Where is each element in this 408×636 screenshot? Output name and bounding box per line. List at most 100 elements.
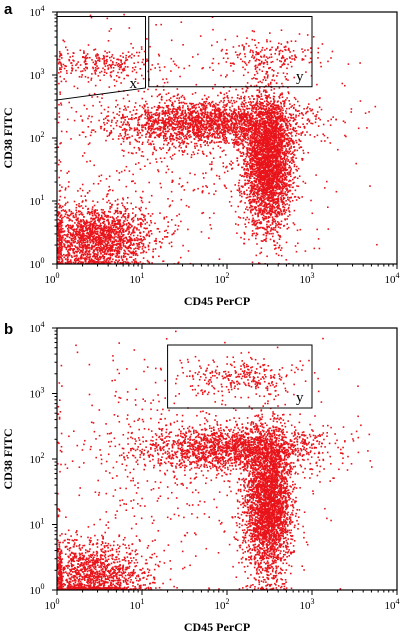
event-point: [282, 194, 285, 197]
event-point: [164, 230, 166, 232]
event-point: [270, 229, 272, 231]
event-point: [285, 209, 288, 211]
event-point: [93, 204, 96, 207]
event-point: [123, 252, 125, 254]
event-point: [91, 229, 94, 231]
event-point: [274, 107, 276, 109]
event-point: [264, 201, 267, 204]
event-point: [116, 219, 119, 221]
event-point: [122, 239, 124, 242]
event-point: [247, 172, 250, 175]
event-point: [253, 149, 256, 151]
event-point: [264, 211, 266, 214]
event-point: [86, 238, 88, 240]
event-point: [251, 198, 254, 201]
event-point: [247, 111, 249, 113]
event-point: [270, 146, 273, 149]
event-point: [142, 238, 145, 241]
event-point: [150, 221, 153, 224]
event-point: [129, 256, 131, 258]
event-point: [96, 224, 98, 227]
event-point: [79, 258, 81, 260]
event-point: [257, 190, 259, 192]
event-point: [287, 191, 289, 193]
event-point: [245, 169, 248, 171]
event-point: [68, 261, 70, 263]
event-point: [84, 253, 87, 256]
event-point: [267, 196, 269, 198]
event-point: [251, 261, 254, 264]
event-point: [281, 92, 283, 94]
event-point: [272, 168, 275, 171]
event-point: [118, 243, 120, 246]
event-point: [251, 188, 253, 191]
event-point: [177, 261, 180, 264]
event-point: [251, 149, 254, 151]
event-point: [96, 212, 98, 215]
event-point: [106, 227, 108, 229]
event-point: [70, 227, 73, 229]
event-point: [72, 224, 74, 227]
event-point: [255, 160, 257, 163]
event-point: [289, 173, 292, 175]
event-point: [254, 157, 257, 160]
event-point: [255, 201, 258, 204]
event-point: [67, 258, 69, 261]
event-point: [78, 225, 80, 227]
event-point: [87, 211, 89, 213]
event-point: [282, 187, 285, 190]
event-point: [81, 230, 83, 232]
event-point: [84, 221, 87, 224]
event-point: [119, 219, 121, 221]
event-point: [255, 164, 258, 166]
event-point: [62, 227, 64, 230]
event-point: [111, 229, 114, 231]
event-point: [266, 143, 269, 145]
event-point: [265, 202, 267, 205]
event-point: [270, 108, 272, 110]
event-point: [75, 209, 77, 212]
event-point: [295, 134, 297, 137]
event-point: [86, 232, 88, 235]
event-point: [69, 260, 71, 263]
event-point: [276, 127, 278, 129]
event-point: [292, 222, 295, 224]
event-point: [272, 202, 275, 204]
event-point: [264, 218, 266, 220]
event-point: [238, 188, 241, 191]
event-point: [123, 213, 125, 216]
event-point: [274, 173, 276, 175]
event-point: [97, 261, 100, 263]
event-point: [290, 175, 292, 178]
event-point: [87, 240, 89, 242]
event-point: [57, 262, 60, 264]
event-point: [256, 165, 258, 167]
event-point: [66, 241, 69, 243]
event-point: [75, 259, 78, 262]
event-point: [115, 226, 118, 229]
event-point: [69, 224, 72, 227]
event-point: [121, 231, 123, 234]
event-point: [63, 244, 66, 246]
event-point: [259, 104, 262, 106]
event-point: [75, 214, 77, 216]
event-point: [259, 147, 262, 149]
event-point: [97, 259, 99, 262]
event-point: [121, 258, 124, 261]
event-point: [261, 149, 264, 152]
event-point: [255, 192, 257, 194]
event-point: [124, 261, 127, 263]
event-point: [80, 249, 82, 252]
event-point: [244, 182, 246, 185]
event-point: [143, 216, 145, 218]
event-point: [60, 252, 62, 254]
event-point: [112, 226, 115, 228]
event-point: [262, 141, 264, 144]
event-point: [147, 244, 150, 247]
event-point: [131, 239, 133, 242]
event-point: [117, 235, 120, 237]
event-point: [268, 132, 270, 135]
event-point: [269, 141, 271, 143]
event-point: [280, 101, 282, 104]
event-point: [75, 254, 78, 257]
